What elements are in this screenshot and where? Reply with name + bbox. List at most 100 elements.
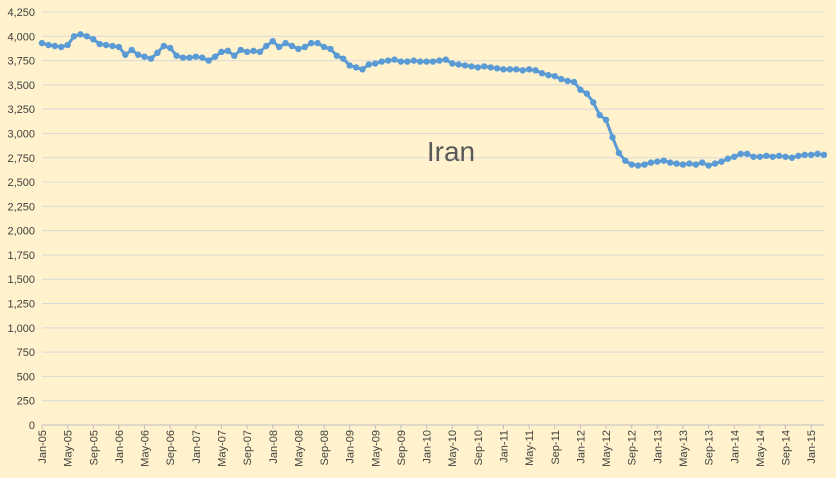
- data-point: [109, 42, 116, 50]
- data-point: [564, 77, 571, 85]
- data-point: [513, 66, 520, 73]
- data-point: [782, 153, 789, 160]
- data-point: [545, 71, 552, 79]
- data-point: [519, 67, 526, 74]
- data-point: [654, 158, 661, 165]
- data-point: [359, 66, 366, 73]
- data-point: [147, 55, 155, 62]
- y-tick-label: 0: [29, 420, 35, 432]
- data-point: [609, 134, 616, 141]
- data-point: [64, 41, 71, 49]
- data-point: [224, 47, 232, 55]
- data-point: [673, 160, 680, 167]
- data-point: [666, 159, 674, 166]
- data-point: [737, 150, 744, 158]
- data-point: [532, 67, 539, 74]
- data-point: [570, 78, 578, 86]
- data-point: [429, 58, 437, 65]
- x-tick-label: Sep-14: [781, 430, 793, 465]
- data-point: [551, 72, 558, 80]
- data-point: [397, 58, 405, 65]
- data-point: [756, 153, 764, 160]
- data-point: [269, 37, 276, 45]
- y-tick-label: 750: [17, 347, 35, 359]
- gridlines: [42, 11, 824, 426]
- data-point: [641, 161, 648, 168]
- y-tick-label: 1,000: [7, 323, 35, 335]
- data-point: [743, 150, 751, 158]
- data-point: [590, 99, 597, 106]
- x-tick-label: Sep-13: [704, 430, 716, 465]
- data-point: [769, 153, 776, 160]
- y-tick-label: 1,500: [7, 274, 35, 286]
- y-tick-label: 2,500: [7, 177, 35, 189]
- data-point: [179, 54, 187, 61]
- data-point: [77, 31, 84, 38]
- data-point: [295, 45, 302, 53]
- data-point: [481, 63, 488, 70]
- data-point: [384, 57, 392, 64]
- data-point: [692, 161, 699, 168]
- x-tick-label: Sep-08: [319, 430, 331, 465]
- x-tick-label: Sep-06: [165, 430, 177, 465]
- data-point: [493, 65, 501, 72]
- data-point: [583, 90, 591, 97]
- data-point: [186, 54, 193, 61]
- data-point: [346, 62, 353, 69]
- data-point: [250, 47, 257, 55]
- x-tick-label: Jan-09: [345, 430, 357, 464]
- x-tick-label: Jan-12: [575, 430, 587, 464]
- x-tick-label: May-12: [601, 430, 613, 467]
- data-point: [647, 159, 655, 166]
- data-point: [51, 42, 59, 50]
- data-point: [308, 39, 315, 47]
- x-tick-label: Sep-12: [627, 430, 639, 465]
- y-tick-label: 1,250: [7, 299, 35, 311]
- data-point: [96, 40, 103, 48]
- data-point: [192, 53, 200, 60]
- data-point: [596, 111, 603, 119]
- y-tick-label: 2,250: [7, 201, 35, 213]
- x-tick-label: Sep-11: [550, 430, 562, 465]
- data-point: [243, 48, 251, 56]
- data-point: [154, 49, 161, 57]
- data-point: [436, 57, 443, 64]
- x-tick-label: Sep-09: [396, 430, 408, 465]
- series-points: [38, 31, 828, 169]
- data-point: [622, 157, 629, 164]
- data-point: [231, 52, 238, 59]
- data-point: [660, 157, 667, 164]
- data-point: [711, 160, 719, 167]
- x-tick-label: Jan-05: [37, 430, 49, 464]
- data-point: [461, 62, 469, 69]
- data-point: [237, 46, 244, 54]
- data-point: [301, 43, 308, 51]
- data-point: [525, 66, 533, 73]
- data-point: [160, 42, 167, 50]
- data-point: [807, 151, 815, 159]
- data-point: [205, 57, 212, 64]
- x-tick-label: May-11: [524, 430, 536, 466]
- x-tick-label: Jan-07: [191, 430, 203, 464]
- x-tick-label: May-07: [216, 430, 228, 467]
- data-point: [256, 48, 264, 56]
- data-point: [282, 39, 289, 47]
- y-tick-label: 250: [17, 396, 35, 408]
- data-point: [679, 161, 687, 168]
- y-tick-label: 3,000: [7, 128, 35, 140]
- data-point: [699, 159, 706, 166]
- data-point: [468, 63, 475, 70]
- data-point: [378, 58, 385, 65]
- data-point: [45, 41, 52, 49]
- data-point: [718, 158, 725, 165]
- data-point: [83, 33, 91, 40]
- data-point: [602, 116, 610, 124]
- data-point: [365, 61, 373, 68]
- data-point: [455, 61, 462, 68]
- x-tick-label: Jan-13: [652, 430, 664, 464]
- x-tick-label: Sep-10: [473, 430, 485, 465]
- y-tick-label: 500: [17, 371, 35, 383]
- x-tick-label: Sep-07: [242, 430, 254, 465]
- data-point: [167, 44, 174, 52]
